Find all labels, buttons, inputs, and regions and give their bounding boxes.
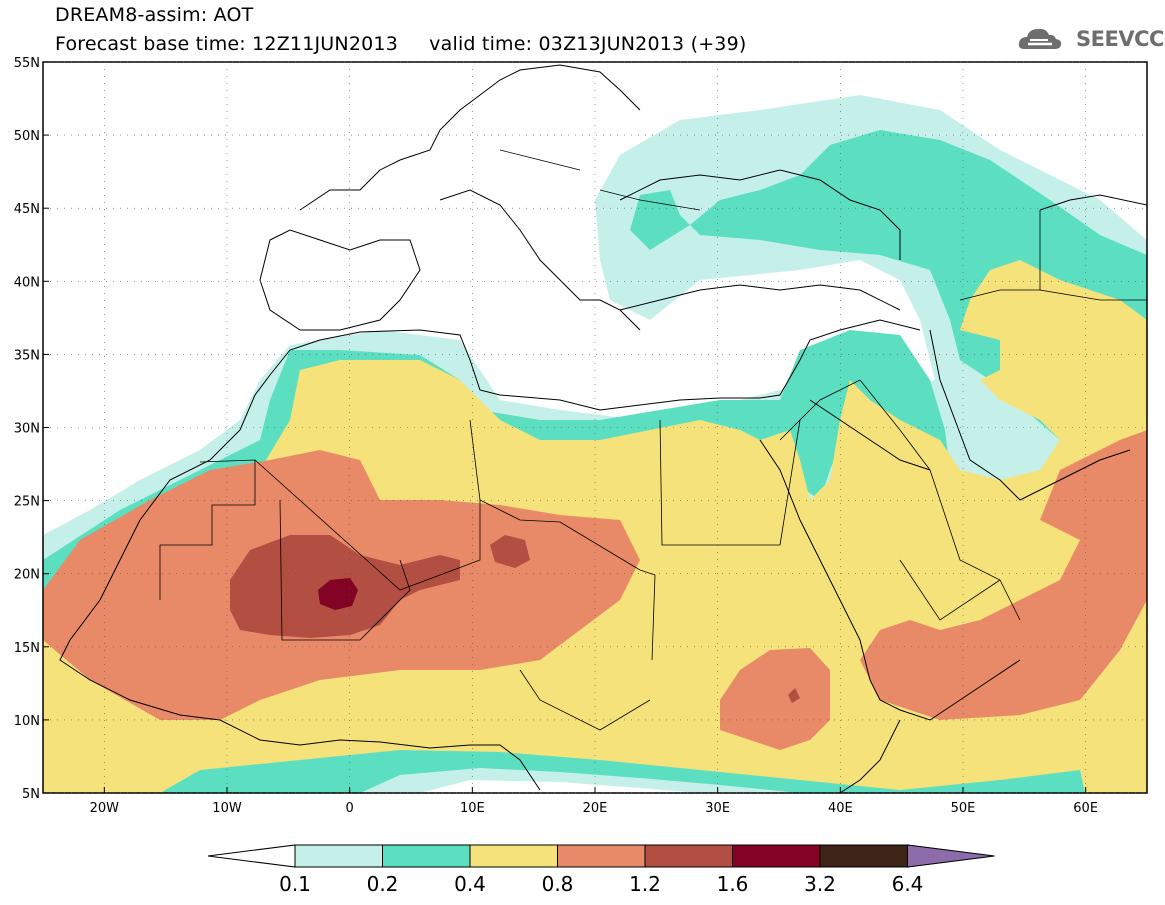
colorbar-level-label: 6.4	[892, 872, 924, 896]
latitude-axis: 55N 50N 45N 40N 35N 30N 25N 20N 15N 10N 5N	[14, 56, 49, 802]
map-title: DREAM8-assim: AOT	[55, 4, 254, 26]
colorbar-box	[294, 844, 383, 868]
colorbar-box	[644, 844, 733, 868]
colorbar-level-label: 0.1	[279, 872, 311, 896]
lon-tick-label: 10W	[212, 801, 242, 816]
lat-tick-label: 55N	[14, 56, 40, 71]
colorbar-boxes	[207, 844, 995, 868]
colorbar-box	[469, 844, 558, 868]
aot-level-1.6	[318, 578, 358, 610]
lat-tick-label: 10N	[14, 714, 40, 729]
colorbar-box	[819, 844, 908, 868]
colorbar-box	[382, 844, 471, 868]
colorbar-box	[732, 844, 821, 868]
aot-level-1.2-b	[490, 535, 530, 568]
lat-tick-label: 25N	[14, 495, 40, 510]
colorbar-level-label: 3.2	[804, 872, 836, 896]
lat-tick-label: 35N	[14, 348, 40, 363]
logo-cloud-icon	[1018, 28, 1062, 49]
coastlines	[59, 64, 1147, 793]
lon-tick-label: 20E	[583, 801, 608, 816]
lon-tick-label: 10E	[460, 801, 485, 816]
logo-text: SEEVCCC	[1076, 27, 1165, 51]
colorbar-labels: 0.1 0.2 0.4 0.8 1.2 1.6 3.2 6.4	[279, 872, 923, 896]
colorbar-arrow-low	[207, 844, 296, 868]
colorbar-arrow-high	[907, 844, 995, 868]
lat-tick-label: 15N	[14, 641, 40, 656]
longitude-axis: 20W 10W 0 10E 20E 30E 40E 50E 60E	[90, 787, 1098, 816]
lat-tick-label: 40N	[14, 275, 40, 290]
lat-tick-label: 50N	[14, 129, 40, 144]
lat-tick-label: 30N	[14, 422, 40, 437]
lon-tick-label: 40E	[828, 801, 853, 816]
forecast-time-line: Forecast base time: 12Z11JUN2013 valid t…	[55, 33, 747, 55]
lon-tick-label: 30E	[705, 801, 730, 816]
lat-tick-label: 20N	[14, 568, 40, 583]
colorbar-level-label: 1.2	[629, 872, 661, 896]
aot-level-0.8-ethiopia	[720, 648, 830, 750]
lon-tick-label: 0	[346, 801, 354, 816]
lon-tick-label: 20W	[90, 801, 120, 816]
country-borders	[159, 149, 1147, 731]
colorbar-box	[557, 844, 646, 868]
lon-tick-label: 50E	[951, 801, 976, 816]
colorbar-level-label: 1.6	[717, 872, 749, 896]
colorbar-level-label: 0.2	[367, 872, 399, 896]
colorbar-level-label: 0.4	[454, 872, 486, 896]
lat-tick-label: 5N	[22, 787, 40, 802]
aot-level-0.8-east	[860, 430, 1147, 720]
graticule	[43, 61, 1147, 794]
colorbar-level-label: 0.8	[542, 872, 574, 896]
lon-tick-label: 60E	[1073, 801, 1098, 816]
lat-tick-label: 45N	[14, 202, 40, 217]
aot-level-1.2-c	[788, 688, 800, 703]
